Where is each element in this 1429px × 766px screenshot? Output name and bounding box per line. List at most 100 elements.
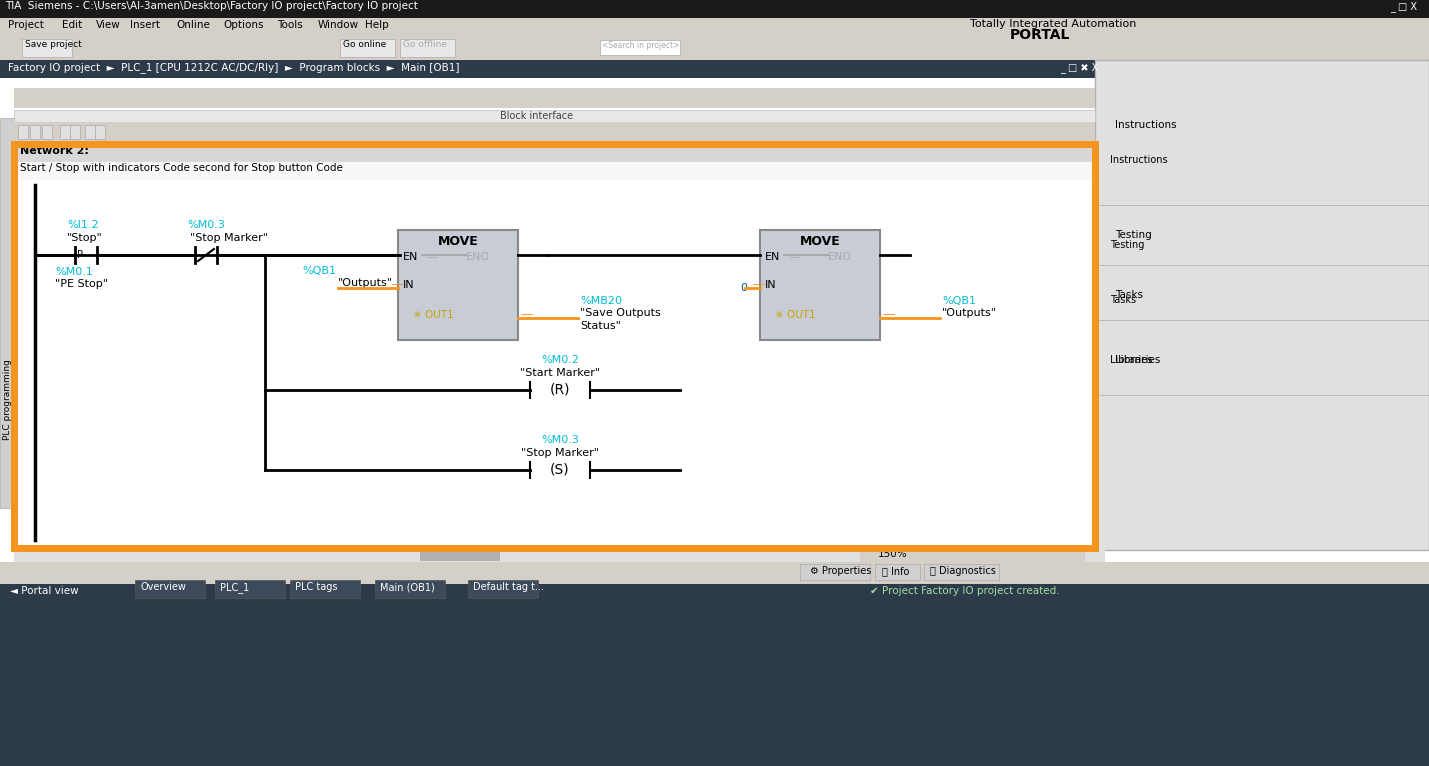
Text: ⓓ Diagnostics: ⓓ Diagnostics <box>930 566 996 576</box>
Bar <box>94 125 104 139</box>
Bar <box>374 580 444 598</box>
Text: Instructions: Instructions <box>1110 155 1167 165</box>
Bar <box>60 125 70 139</box>
Bar <box>84 125 94 139</box>
Bar <box>14 144 1095 162</box>
Text: "Stop Marker": "Stop Marker" <box>522 448 599 458</box>
Bar <box>14 110 1095 122</box>
Text: Go offline: Go offline <box>403 40 447 49</box>
Text: ✳ OUT1: ✳ OUT1 <box>413 310 453 320</box>
Text: ✳ OUT1: ✳ OUT1 <box>775 310 816 320</box>
Bar <box>0 562 1429 584</box>
Bar <box>70 125 80 139</box>
Text: %QB1: %QB1 <box>942 296 976 306</box>
Text: PORTAL: PORTAL <box>1010 28 1070 42</box>
Text: Libraries: Libraries <box>1115 355 1160 365</box>
Text: Instructions: Instructions <box>1115 120 1176 130</box>
Text: Network 2:: Network 2: <box>20 146 89 156</box>
Text: PLC programming: PLC programming <box>3 359 11 440</box>
Text: "Start Marker": "Start Marker" <box>520 368 600 378</box>
Bar <box>14 548 1095 562</box>
Text: 0: 0 <box>740 283 747 293</box>
Bar <box>290 580 360 598</box>
Text: %QB1: %QB1 <box>302 266 336 276</box>
Text: MOVE: MOVE <box>800 235 840 248</box>
Text: "Outputs": "Outputs" <box>339 278 393 288</box>
Text: %I1.2: %I1.2 <box>67 220 99 230</box>
Text: %MB20: %MB20 <box>580 296 622 306</box>
Text: —: — <box>752 278 765 291</box>
Bar <box>600 40 680 55</box>
Text: EN: EN <box>765 252 780 262</box>
Bar <box>1095 60 1429 550</box>
Text: Block interface: Block interface <box>500 111 573 121</box>
Text: Window: Window <box>317 20 359 30</box>
Text: MOVE: MOVE <box>437 235 479 248</box>
Text: Online: Online <box>177 20 210 30</box>
Text: _ □ X: _ □ X <box>1390 1 1418 12</box>
Text: —: — <box>520 308 533 321</box>
Text: —: — <box>390 278 403 291</box>
Text: Status": Status" <box>580 321 620 331</box>
Text: (S): (S) <box>550 462 570 476</box>
Bar <box>0 584 1429 766</box>
Text: ENO: ENO <box>827 252 852 262</box>
Text: TIA  Siemens - C:\Users\AI-3amen\Desktop\Factory IO project\Factory IO project: TIA Siemens - C:\Users\AI-3amen\Desktop\… <box>4 1 417 11</box>
Text: Tasks: Tasks <box>1115 290 1143 300</box>
Text: Totally Integrated Automation: Totally Integrated Automation <box>970 19 1136 29</box>
Text: ⚙ Properties: ⚙ Properties <box>810 566 872 576</box>
Bar <box>400 39 454 57</box>
Text: Insert: Insert <box>130 20 160 30</box>
Bar <box>14 144 1095 548</box>
Bar <box>875 564 920 580</box>
Text: %M0.1: %M0.1 <box>54 267 93 277</box>
Text: %M0.3: %M0.3 <box>187 220 224 230</box>
Text: —: — <box>882 308 895 321</box>
Bar <box>134 580 204 598</box>
Text: Default tag t...: Default tag t... <box>473 582 544 592</box>
Text: IN: IN <box>765 280 776 290</box>
Bar <box>214 580 284 598</box>
Text: <Search in project>: <Search in project> <box>602 41 679 50</box>
Text: ◄ Portal view: ◄ Portal view <box>10 586 79 596</box>
Bar <box>399 230 517 340</box>
Bar <box>340 39 394 57</box>
Text: 150%: 150% <box>877 549 907 559</box>
Bar <box>420 549 500 561</box>
Text: "Stop Marker": "Stop Marker" <box>190 233 269 243</box>
Bar <box>860 548 1085 562</box>
Text: P: P <box>77 250 83 260</box>
Bar <box>30 125 40 139</box>
Bar <box>21 39 71 57</box>
Bar <box>14 162 1095 180</box>
Text: Libraries: Libraries <box>1110 355 1152 365</box>
Text: Main (OB1): Main (OB1) <box>380 582 434 592</box>
Text: Options: Options <box>223 20 264 30</box>
Bar <box>0 60 1095 78</box>
Text: Overview: Overview <box>140 582 186 592</box>
Bar <box>14 88 1095 108</box>
Bar <box>469 580 537 598</box>
Text: %M0.2: %M0.2 <box>542 355 579 365</box>
Text: Tools: Tools <box>277 20 303 30</box>
Bar <box>0 18 1429 36</box>
Text: Factory IO project  ►  PLC_1 [CPU 1212C AC/DC/Rly]  ►  Program blocks  ►  Main [: Factory IO project ► PLC_1 [CPU 1212C AC… <box>9 62 460 73</box>
Text: Go online: Go online <box>343 40 386 49</box>
Text: Save project: Save project <box>24 40 81 49</box>
Text: IN: IN <box>403 280 414 290</box>
Text: ⓘ Info: ⓘ Info <box>882 566 909 576</box>
Text: View: View <box>96 20 120 30</box>
Text: %M0.3: %M0.3 <box>542 435 579 445</box>
Bar <box>0 36 1429 60</box>
Text: Project: Project <box>9 20 44 30</box>
Bar <box>14 144 1095 548</box>
Text: ✔ Project Factory IO project created.: ✔ Project Factory IO project created. <box>870 586 1060 596</box>
Bar <box>19 125 29 139</box>
Text: "Stop": "Stop" <box>67 233 103 243</box>
Bar <box>1095 548 1105 766</box>
Text: Start / Stop with indicators Code second for Stop button Code: Start / Stop with indicators Code second… <box>20 163 343 173</box>
Text: Help: Help <box>364 20 389 30</box>
Text: "Save Outputs: "Save Outputs <box>580 308 660 318</box>
Bar <box>14 122 1095 144</box>
Text: _ □ ✖ X: _ □ ✖ X <box>1060 62 1099 73</box>
